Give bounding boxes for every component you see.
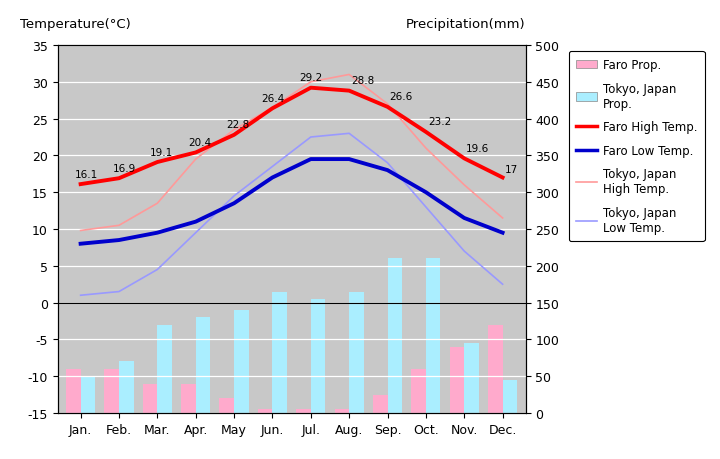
Legend: Faro Prop., Tokyo, Japan
Prop., Faro High Temp., Faro Low Temp., Tokyo, Japan
Hi: Faro Prop., Tokyo, Japan Prop., Faro Hig… bbox=[569, 52, 705, 242]
Bar bbox=[104, 369, 119, 413]
Text: 20.4: 20.4 bbox=[188, 138, 211, 148]
Text: Precipitation(mm): Precipitation(mm) bbox=[406, 18, 526, 31]
Text: 16.1: 16.1 bbox=[75, 169, 98, 179]
Text: 26.4: 26.4 bbox=[261, 94, 284, 104]
Bar bbox=[387, 259, 402, 413]
Text: 22.8: 22.8 bbox=[226, 120, 250, 130]
Text: 28.8: 28.8 bbox=[351, 76, 374, 86]
Bar bbox=[220, 398, 234, 413]
Text: 19.6: 19.6 bbox=[466, 144, 490, 154]
Text: 16.9: 16.9 bbox=[113, 163, 137, 174]
Text: 17: 17 bbox=[505, 164, 518, 174]
Bar bbox=[464, 343, 479, 413]
Text: 26.6: 26.6 bbox=[390, 92, 413, 102]
Bar bbox=[335, 409, 349, 413]
Bar bbox=[66, 369, 81, 413]
Bar bbox=[234, 310, 248, 413]
Bar bbox=[426, 259, 441, 413]
Bar bbox=[349, 292, 364, 413]
Bar bbox=[503, 380, 517, 413]
Bar bbox=[411, 369, 426, 413]
Bar bbox=[296, 409, 311, 413]
Bar bbox=[272, 292, 287, 413]
Text: 23.2: 23.2 bbox=[428, 117, 451, 127]
Bar bbox=[119, 362, 133, 413]
Bar bbox=[196, 318, 210, 413]
Bar bbox=[258, 409, 272, 413]
Bar bbox=[488, 325, 503, 413]
Text: Temperature(°C): Temperature(°C) bbox=[20, 18, 131, 31]
Bar bbox=[158, 325, 172, 413]
Bar bbox=[81, 376, 95, 413]
Bar bbox=[181, 384, 196, 413]
Bar bbox=[373, 395, 387, 413]
Bar bbox=[450, 347, 464, 413]
Text: 29.2: 29.2 bbox=[300, 73, 323, 83]
Bar bbox=[143, 384, 158, 413]
Text: 19.1: 19.1 bbox=[150, 147, 173, 157]
Bar bbox=[311, 299, 325, 413]
